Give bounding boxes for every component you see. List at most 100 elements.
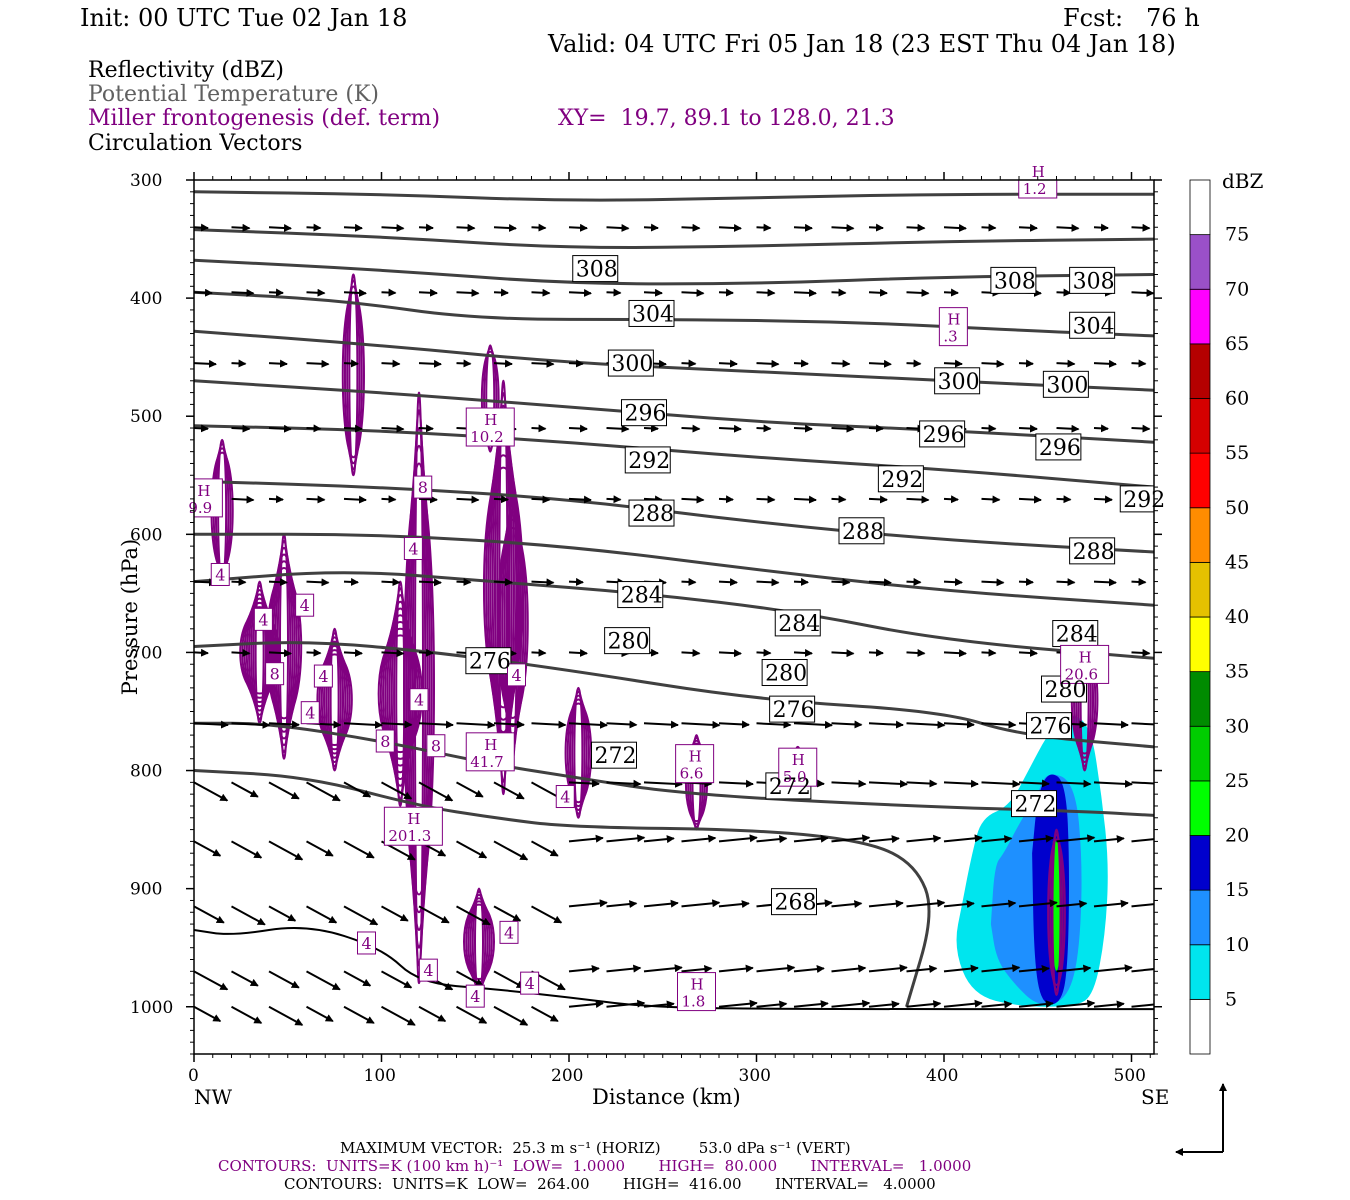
miller-label: 4 xyxy=(305,704,315,723)
circulation-vector xyxy=(643,720,679,729)
circulation-vector xyxy=(1056,779,1092,788)
circulation-vector xyxy=(343,720,383,729)
circulation-vector xyxy=(306,905,338,924)
y-tick-label: 900 xyxy=(130,880,162,900)
y-tick-label: 1000 xyxy=(130,998,173,1018)
circulation-vector xyxy=(606,424,630,433)
circulation-vector xyxy=(381,970,413,989)
circulation-vector xyxy=(268,223,292,232)
circulation-vector xyxy=(268,840,304,861)
theta-label: 308 xyxy=(576,258,618,283)
circulation-vector xyxy=(868,964,908,973)
circulation-vector xyxy=(531,905,563,924)
circulation-vector xyxy=(343,648,363,657)
circulation-vector xyxy=(981,1000,1013,1009)
circulation-vector xyxy=(194,424,209,433)
theta-label-box xyxy=(771,888,817,916)
circulation-vector xyxy=(793,288,817,297)
circulation-vector xyxy=(793,648,813,657)
miller-label-box xyxy=(357,931,376,955)
theta-label-box xyxy=(774,609,821,637)
theta-label-box xyxy=(877,465,924,493)
circulation-vector xyxy=(718,964,754,973)
circulation-vector xyxy=(1056,578,1076,587)
circulation-vector xyxy=(1093,359,1117,368)
high-marker: H xyxy=(197,482,210,500)
colorbar-swatch xyxy=(1189,835,1211,891)
circulation-vector xyxy=(606,495,622,504)
forecast-hour: Fcst: 76 h xyxy=(1063,4,1200,32)
circulation-vector xyxy=(756,288,776,297)
high-marker: H xyxy=(1079,648,1092,666)
circulation-vector xyxy=(681,223,701,232)
circulation-vector xyxy=(943,578,963,587)
circulation-vector xyxy=(756,964,796,973)
theta-contour-308 xyxy=(194,190,1154,202)
high-marker: H xyxy=(947,311,960,329)
circulation-vector xyxy=(343,781,372,798)
colorbar-level-label: 60 xyxy=(1225,388,1249,410)
miller-label: 4 xyxy=(423,961,433,980)
circulation-vector xyxy=(1131,781,1154,785)
circulation-vector xyxy=(268,970,300,989)
circulation-vector xyxy=(306,359,330,368)
circulation-vector xyxy=(568,779,600,788)
miller-label-box xyxy=(210,562,230,586)
miller-label-box xyxy=(520,971,540,995)
circulation-vector xyxy=(531,288,551,297)
circulation-vector xyxy=(268,495,284,504)
theta-label-box xyxy=(591,741,637,769)
circulation-vector xyxy=(418,720,454,729)
circulation-vector xyxy=(681,288,705,297)
circulation-vector xyxy=(568,899,608,908)
colorbar-level-label: 20 xyxy=(1225,825,1249,847)
theta-label: 300 xyxy=(938,370,980,395)
theta-label: 300 xyxy=(611,352,653,377)
miller-label: 4 xyxy=(414,691,424,710)
circulation-vector xyxy=(568,965,600,974)
circulation-vector xyxy=(906,965,938,974)
max-vector-note: MAXIMUM VECTOR: 25.3 m s⁻¹ (HORIZ) 53.0 … xyxy=(340,1139,851,1157)
miller-contour xyxy=(323,640,347,759)
circulation-vector xyxy=(1056,424,1080,433)
circulation-vector xyxy=(756,424,772,433)
circulation-vector xyxy=(906,577,922,586)
theta-label-box xyxy=(604,627,651,655)
circulation-vector xyxy=(793,359,809,368)
circulation-vector xyxy=(418,495,438,504)
circulation-vector xyxy=(793,720,833,729)
circulation-vector xyxy=(793,223,813,232)
miller-contour xyxy=(1049,833,1064,991)
circulation-vector xyxy=(756,359,780,368)
miller-label: 4 xyxy=(408,539,418,558)
circulation-vector xyxy=(943,779,979,788)
theta-label: 280 xyxy=(608,630,650,655)
circulation-vector xyxy=(943,223,967,232)
circulation-vector xyxy=(381,288,397,297)
circulation-vector xyxy=(381,359,401,368)
circulation-vector xyxy=(831,495,847,504)
circulation-vector xyxy=(606,964,642,973)
colorbar-level-label: 30 xyxy=(1225,715,1249,737)
miller-label-box xyxy=(418,958,438,982)
theta-label-box xyxy=(617,581,664,609)
contours-theta-note: CONTOURS: UNITS=K LOW= 264.00 HIGH= 416.… xyxy=(284,1175,936,1193)
high-value: 5.0 xyxy=(783,768,807,786)
circulation-vector xyxy=(681,359,697,368)
circulation-vector xyxy=(1131,1003,1154,1008)
circulation-vector xyxy=(981,495,1001,504)
theta-contour-276 xyxy=(194,532,1154,607)
high-marker: H xyxy=(407,810,420,828)
circulation-vector xyxy=(568,359,584,368)
circulation-vector xyxy=(381,905,409,922)
circulation-vector xyxy=(1131,359,1147,368)
legend-theta: Potential Temperature (K) xyxy=(88,82,379,107)
x-tick-label: 300 xyxy=(739,1066,771,1086)
circulation-vector xyxy=(681,834,717,843)
colorbar-swatch xyxy=(1189,343,1211,399)
circulation-vector xyxy=(906,720,946,729)
circulation-vector xyxy=(381,495,397,504)
miller-label: 8 xyxy=(380,732,390,751)
y-axis-title: Pressure (hPa) xyxy=(118,539,142,695)
miller-contour xyxy=(318,649,351,751)
